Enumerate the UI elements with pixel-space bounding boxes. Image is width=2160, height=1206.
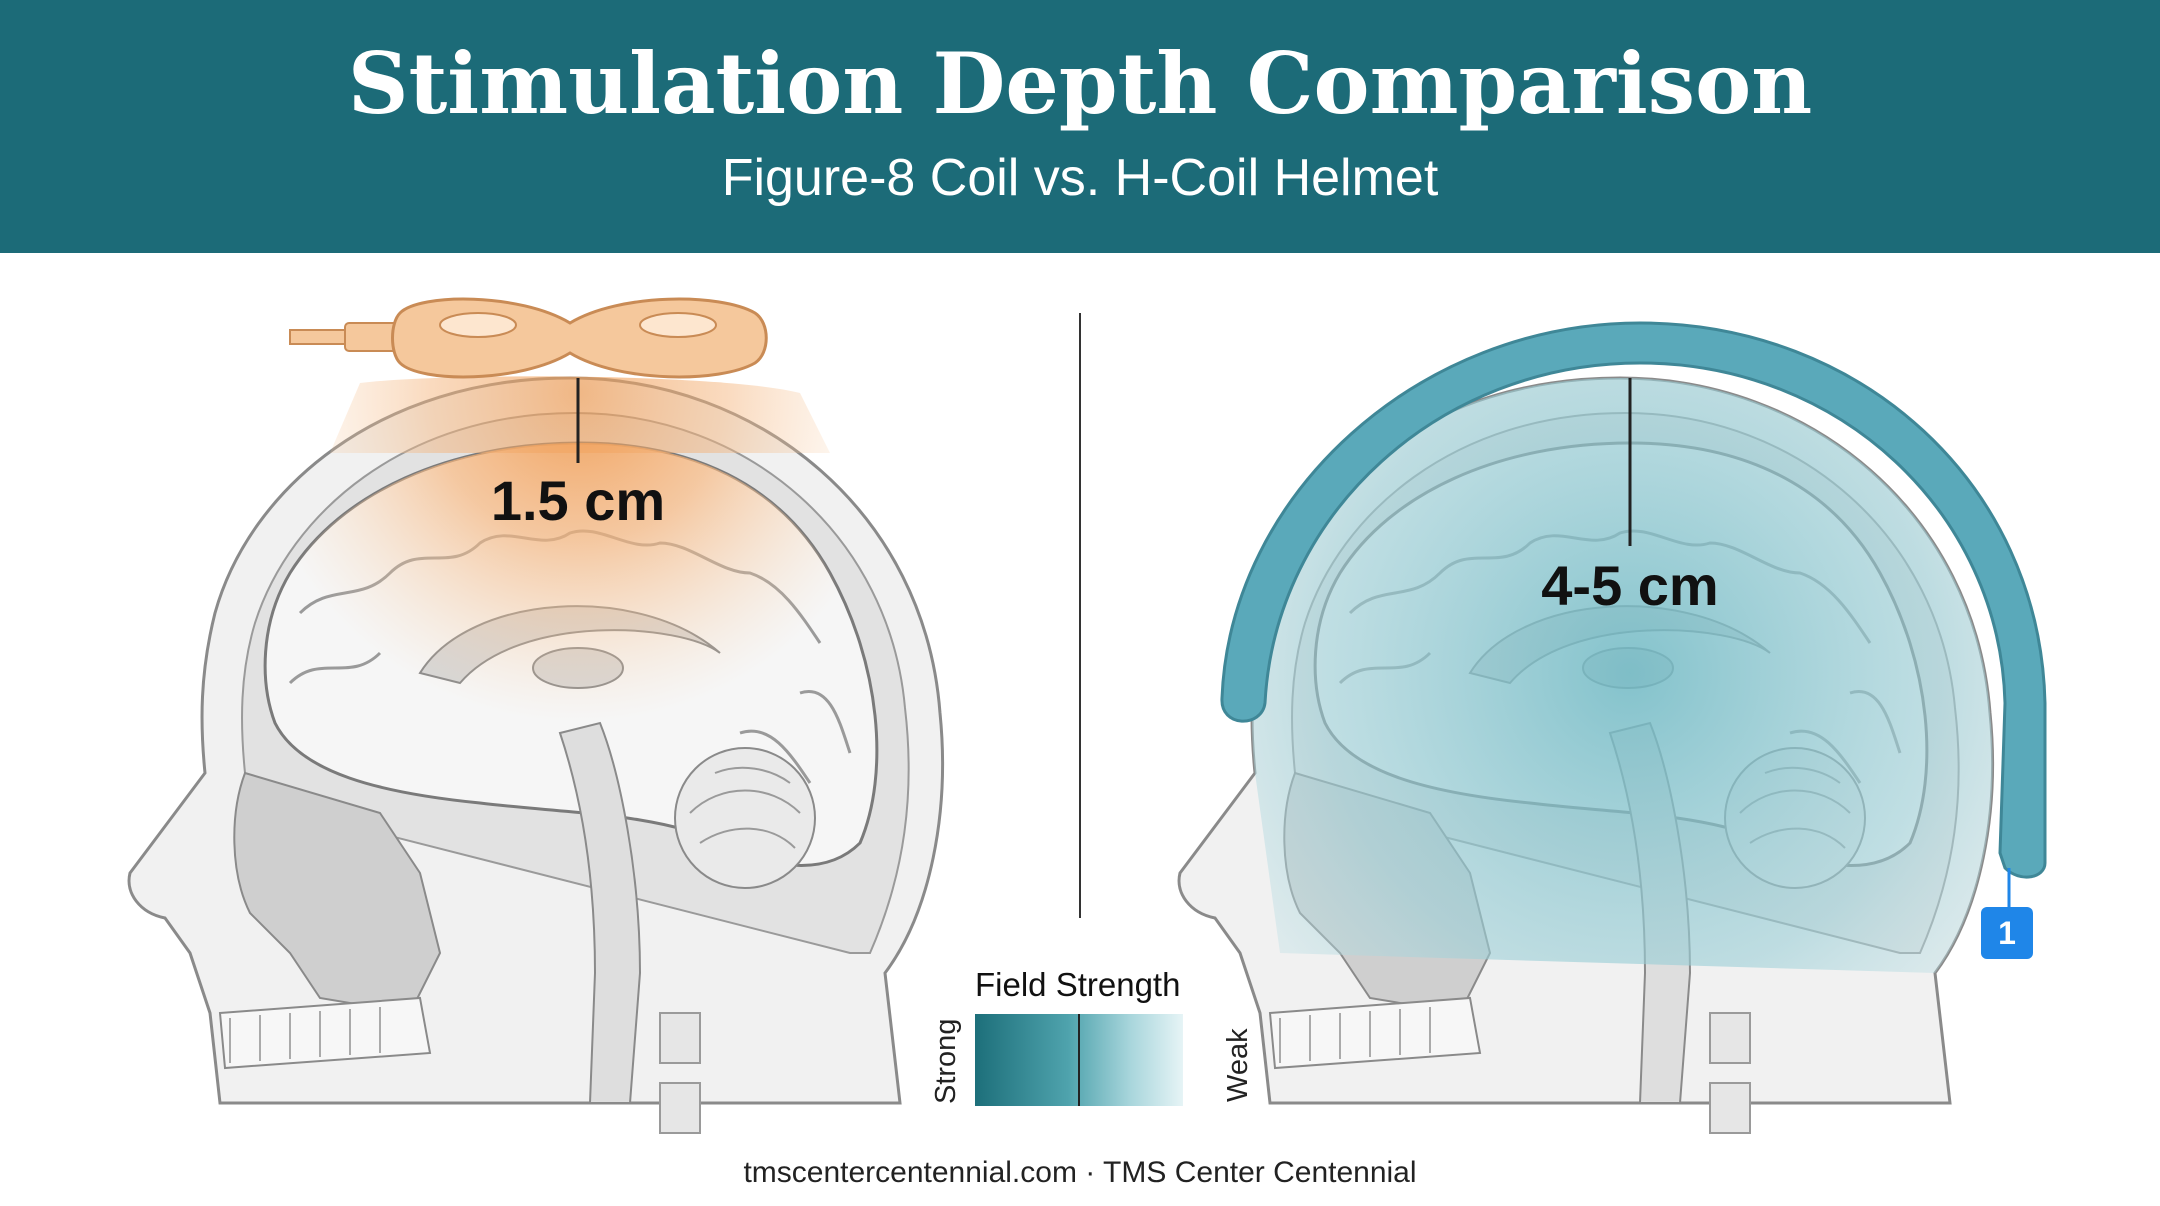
figure-8-coil <box>289 297 768 379</box>
legend-marker-line <box>1078 1014 1080 1106</box>
page-title: Stimulation Depth Comparison <box>347 34 1813 133</box>
footer-credit: tmscentercentennial.com · TMS Center Cen… <box>743 1156 1417 1189</box>
legend-strong-label: Strong <box>930 1018 962 1104</box>
right-depth-label: 4-5 cm <box>1541 554 1719 617</box>
header-banner: Stimulation Depth Comparison Figure-8 Co… <box>0 0 2160 253</box>
comparison-stage: 1.5 cm 4-5 cm <box>0 253 2160 1206</box>
comparison-illustration <box>0 297 2160 1206</box>
callout-badge: 1 <box>1981 907 2033 959</box>
legend-title: Field Strength <box>975 966 1181 1003</box>
page-subtitle: Figure-8 Coil vs. H-Coil Helmet <box>721 149 1439 207</box>
left-head-illustration <box>127 297 945 1134</box>
right-head-illustration <box>1177 321 2047 1134</box>
legend-weak-label: Weak <box>1222 1028 1254 1102</box>
left-depth-label: 1.5 cm <box>490 469 666 532</box>
h-coil-helmet <box>1220 321 2047 879</box>
